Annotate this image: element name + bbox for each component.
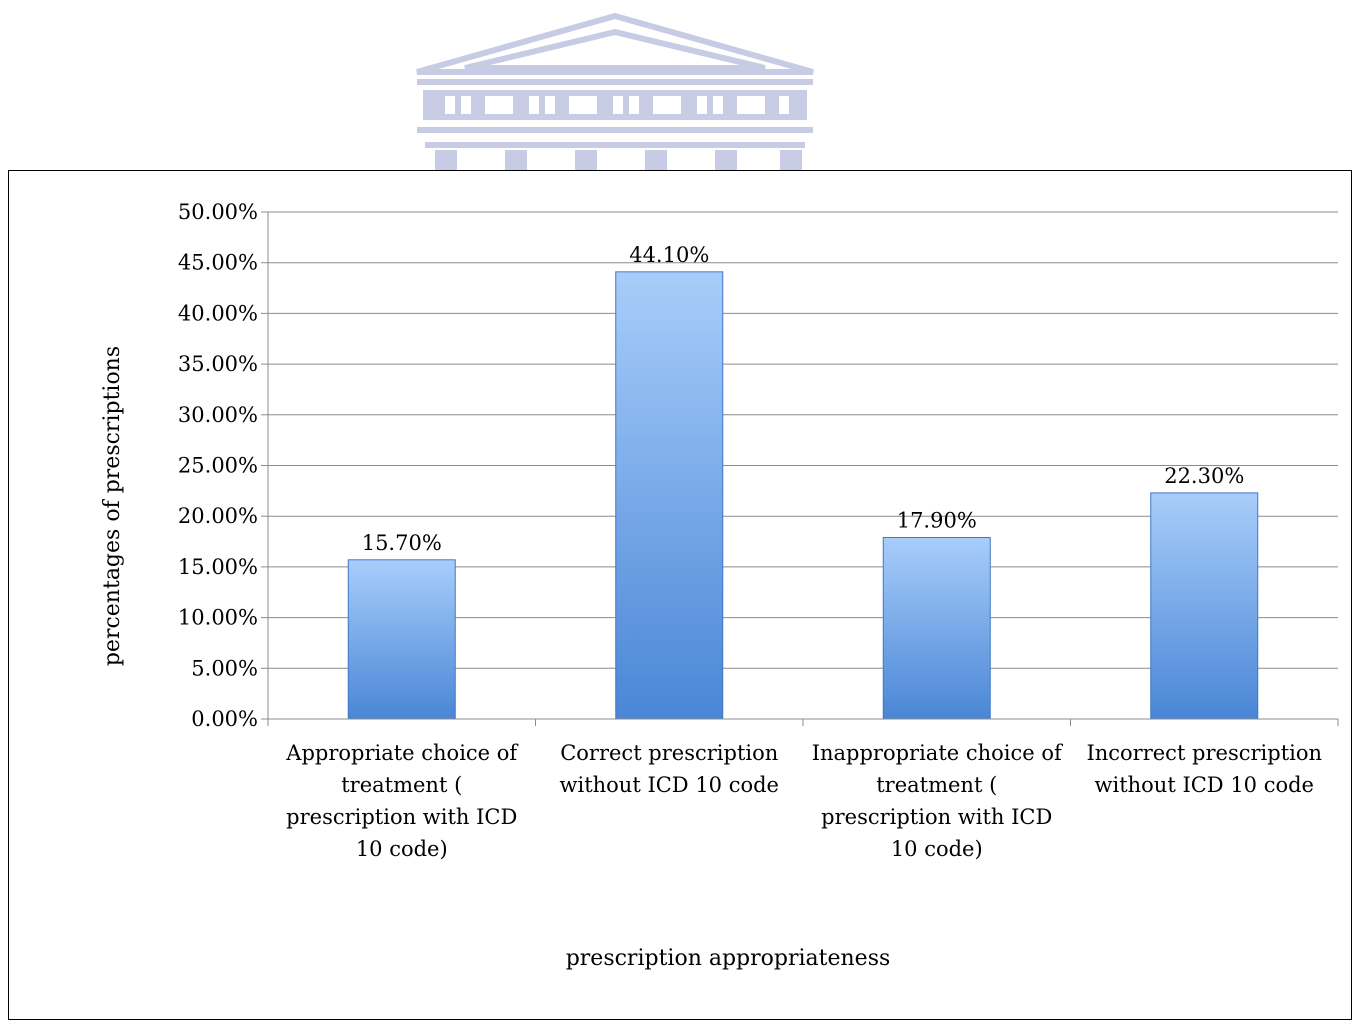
x-category-label-line: Inappropriate choice of: [812, 741, 1064, 765]
x-category-label-line: treatment (: [876, 773, 997, 797]
x-category-label: Inappropriate choice of treatment ( prescr…: [812, 741, 1064, 861]
x-category-label-line: prescription with ICD: [286, 805, 517, 829]
x-category-label: Incorrect prescription without ICD 10 cod…: [1086, 741, 1322, 797]
data-label: 44.10%: [629, 243, 709, 267]
y-tick-label: 45.00%: [178, 251, 258, 275]
x-category-label: Appropriate choice of treatment ( prescrip…: [285, 741, 519, 861]
y-tick-label: 40.00%: [178, 301, 258, 325]
y-tick-label: 0.00%: [191, 707, 258, 731]
y-tick-label: 50.00%: [178, 200, 258, 224]
data-label: 22.30%: [1164, 464, 1244, 488]
bar: [615, 271, 724, 720]
bar: [1150, 492, 1259, 720]
bar: [347, 559, 456, 720]
x-category-label-line: without ICD 10 code: [1095, 773, 1315, 797]
y-tick-label: 20.00%: [178, 504, 258, 528]
y-tick-label: 30.00%: [178, 403, 258, 427]
y-tick-label: 15.00%: [178, 555, 258, 579]
y-tick-label: 10.00%: [178, 606, 258, 630]
y-tick-label: 35.00%: [178, 352, 258, 376]
y-tick-label: 5.00%: [191, 656, 258, 680]
x-category-label-line: prescription with ICD: [821, 805, 1052, 829]
y-tick-label: 25.00%: [178, 454, 258, 478]
chart-frame: 0.00% 5.00% 10.00% 15.00% 20.00% 25.00% 30.00%…: [8, 170, 1352, 1020]
x-category-label: Correct prescription without ICD 10 code: [560, 741, 780, 797]
y-axis-title: percentages of prescriptions: [100, 346, 125, 666]
axes: [267, 212, 1339, 726]
university-logo-watermark: [416, 12, 814, 185]
y-axis-tick-labels: 0.00% 5.00% 10.00% 15.00% 20.00% 25.00% 30.00%…: [178, 200, 258, 731]
data-label: 15.70%: [362, 531, 442, 555]
data-label: 17.90%: [897, 508, 977, 532]
bar-chart: 0.00% 5.00% 10.00% 15.00% 20.00% 25.00% 30.00%…: [100, 200, 1339, 971]
x-category-label-line: Incorrect prescription: [1086, 741, 1322, 765]
x-category-label-line: treatment (: [341, 773, 462, 797]
x-category-label-line: Appropriate choice of: [285, 741, 519, 765]
x-axis-category-labels: Appropriate choice of treatment ( prescrip…: [285, 741, 1322, 861]
x-axis-title: prescription appropriateness: [566, 946, 891, 971]
bar: [882, 536, 991, 720]
data-labels: 15.70% 44.10% 17.90% 22.30%: [362, 243, 1245, 555]
bars: [347, 271, 1259, 720]
x-category-label-line: 10 code): [891, 837, 983, 861]
x-category-label-line: Correct prescription: [560, 741, 778, 765]
x-category-label-line: 10 code): [356, 837, 448, 861]
x-category-label-line: without ICD 10 code: [560, 773, 780, 797]
